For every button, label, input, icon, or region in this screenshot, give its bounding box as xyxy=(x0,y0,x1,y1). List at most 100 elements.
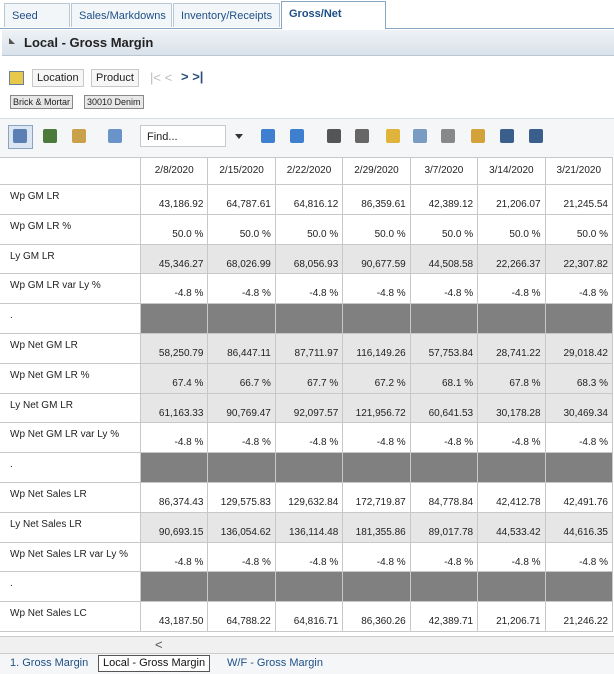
bottom-tab[interactable]: 1. Gross Margin xyxy=(10,657,89,669)
bar-icon[interactable] xyxy=(72,129,86,143)
value-cell: 30,178.28 xyxy=(478,393,546,424)
separator-cell xyxy=(545,572,613,603)
value-cell: 68,056.93 xyxy=(275,244,344,275)
separator-cell xyxy=(275,572,344,603)
column-header: 2/8/2020 xyxy=(141,157,209,185)
value-cell: 87,711.97 xyxy=(275,334,344,364)
tool-icon[interactable] xyxy=(529,129,543,143)
row-label: Wp Net Sales LR var Ly % xyxy=(0,542,141,573)
value-cell: 50.0 % xyxy=(208,214,276,245)
value-cell: -4.8 % xyxy=(275,542,344,573)
row-label: . xyxy=(0,453,141,483)
value-cell: 22,307.82 xyxy=(545,244,613,275)
nav-disabled: |< < xyxy=(150,70,173,85)
bottom-tab-active[interactable]: Local - Gross Margin xyxy=(98,655,211,672)
value-cell: 43,186.92 xyxy=(141,185,209,215)
value-cell: 86,447.11 xyxy=(208,334,276,364)
tool-icon[interactable] xyxy=(413,129,427,143)
dimension-button[interactable]: Product xyxy=(91,69,139,87)
bottom-tab[interactable]: W/F - Gross Margin xyxy=(227,657,323,669)
table-icon[interactable] xyxy=(13,129,27,143)
value-cell: 22,266.37 xyxy=(478,244,546,275)
row-label: Ly Net GM LR xyxy=(0,393,141,424)
tool-icon[interactable] xyxy=(441,129,455,143)
value-cell: 86,374.43 xyxy=(141,483,209,513)
breadcrumb[interactable]: Brick & Mortar xyxy=(10,95,74,109)
value-cell: 92,097.57 xyxy=(275,393,344,424)
value-cell: 67.4 % xyxy=(141,363,209,394)
tab[interactable]: Seed Plan xyxy=(4,3,70,46)
chart-icon[interactable] xyxy=(43,129,57,143)
separator-cell xyxy=(208,304,276,334)
lock-icon[interactable] xyxy=(471,129,485,143)
data-grid: 2/8/2020 2/15/2020 2/22/2020 2/29/2020 3/7/2… xyxy=(0,157,614,635)
value-cell: 50.0 % xyxy=(410,214,479,245)
column-header: 2/15/2020 xyxy=(208,157,276,185)
separator-cell xyxy=(478,304,546,334)
down-arrow-icon[interactable] xyxy=(261,129,275,143)
row-label: Wp Net GM LR % xyxy=(0,363,141,394)
column-header: 3/7/2020 xyxy=(410,157,479,185)
separator-cell xyxy=(208,453,276,483)
value-cell: 136,054.62 xyxy=(208,512,276,543)
row-label: Ly Net Sales LR xyxy=(0,512,141,543)
tool-icon[interactable] xyxy=(327,129,341,143)
value-cell: -4.8 % xyxy=(545,274,613,305)
breadcrumb[interactable]: 30010 Denim xyxy=(84,95,144,109)
value-cell: 42,389.71 xyxy=(410,602,479,632)
value-cell: 42,412.78 xyxy=(478,483,546,513)
tool-icon[interactable] xyxy=(355,129,369,143)
tool-icon[interactable] xyxy=(386,129,400,143)
value-cell: 44,508.58 xyxy=(410,244,479,275)
separator-cell xyxy=(478,572,546,603)
value-cell: 29,018.42 xyxy=(545,334,613,364)
value-cell: -4.8 % xyxy=(343,542,411,573)
panel-header xyxy=(2,30,614,56)
value-cell: -4.8 % xyxy=(545,542,613,573)
value-cell: -4.8 % xyxy=(208,274,276,305)
collapse-icon[interactable] xyxy=(9,38,15,44)
value-cell: -4.8 % xyxy=(410,274,479,305)
scroll-left[interactable]: < xyxy=(155,637,163,652)
value-cell: 68.3 % xyxy=(545,363,613,394)
value-cell: 50.0 % xyxy=(478,214,546,245)
scrollbar[interactable] xyxy=(0,636,614,653)
value-cell: 21,206.07 xyxy=(478,185,546,215)
value-cell: 136,114.48 xyxy=(275,512,344,543)
up-arrow-icon[interactable] xyxy=(290,129,304,143)
dimension-button[interactable]: Location xyxy=(32,69,84,87)
value-cell: -4.8 % xyxy=(343,423,411,454)
value-cell: -4.8 % xyxy=(141,542,209,573)
tab-active[interactable]: Gross/Net Margin xyxy=(281,1,386,44)
row-label: Wp GM LR var Ly % xyxy=(0,274,141,305)
value-cell: 172,719.87 xyxy=(343,483,411,513)
toolbar xyxy=(0,118,614,157)
separator-cell xyxy=(545,304,613,334)
value-cell: -4.8 % xyxy=(478,274,546,305)
header-corner xyxy=(0,157,141,185)
grid-icon[interactable] xyxy=(9,71,24,85)
value-cell: -4.8 % xyxy=(208,423,276,454)
tab[interactable]: Sales/Markdowns xyxy=(71,3,172,27)
value-cell: -4.8 % xyxy=(545,423,613,454)
value-cell: 64,787.61 xyxy=(208,185,276,215)
value-cell: 86,359.61 xyxy=(343,185,411,215)
area-icon[interactable] xyxy=(108,129,122,143)
value-cell: 58,250.79 xyxy=(141,334,209,364)
value-cell: 50.0 % xyxy=(545,214,613,245)
separator-cell xyxy=(410,453,479,483)
value-cell: -4.8 % xyxy=(410,542,479,573)
nav-arrows[interactable]: > >| xyxy=(181,69,204,84)
value-cell: 86,360.26 xyxy=(343,602,411,632)
find-input[interactable]: Find... xyxy=(140,125,226,147)
value-cell: 42,389.12 xyxy=(410,185,479,215)
tool-icon[interactable] xyxy=(500,129,514,143)
tab[interactable]: Inventory/Receipts xyxy=(173,3,280,27)
value-cell: 68,026.99 xyxy=(208,244,276,275)
value-cell: 44,533.42 xyxy=(478,512,546,543)
row-label: . xyxy=(0,572,141,603)
find-dropdown[interactable] xyxy=(235,134,243,139)
separator-cell xyxy=(343,572,411,603)
value-cell: 89,017.78 xyxy=(410,512,479,543)
separator-cell xyxy=(343,304,411,334)
